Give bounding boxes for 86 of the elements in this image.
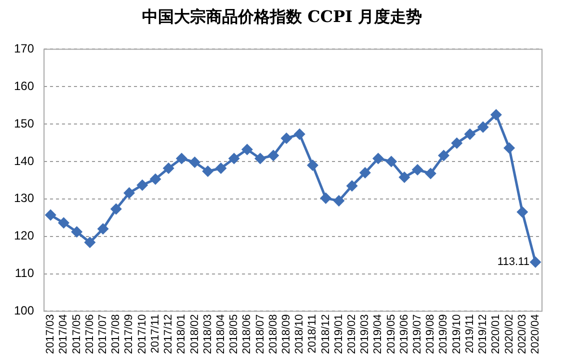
x-tick-label: 2019/06 xyxy=(398,314,410,354)
y-tick-label: 110 xyxy=(14,266,34,280)
point xyxy=(150,174,161,184)
x-tick-label: 2019/11 xyxy=(464,314,476,354)
x-tick-label: 2019/09 xyxy=(438,314,450,354)
x-tick-label: 2017/10 xyxy=(136,314,148,354)
point xyxy=(530,256,541,268)
x-tick-label: 2019/03 xyxy=(359,314,372,354)
point xyxy=(504,142,514,154)
x-tick-label: 2020/04 xyxy=(529,314,542,354)
chart-title: 中国大宗商品价格指数 CCPI 月度走势 xyxy=(140,6,424,28)
x-tick-label: 2017/04 xyxy=(58,314,70,354)
x-tick-label: 2019/04 xyxy=(372,314,384,354)
point xyxy=(372,153,384,164)
point xyxy=(346,180,358,192)
point xyxy=(268,150,279,161)
x-tick-label: 2020/02 xyxy=(503,314,516,354)
x-tick-label: 2017/06 xyxy=(84,314,96,354)
point xyxy=(137,180,148,190)
x-tick-label: 2017/07 xyxy=(97,314,110,354)
point xyxy=(242,144,252,155)
point xyxy=(360,167,370,178)
x-tick-label: 2019/10 xyxy=(450,314,463,354)
point xyxy=(255,153,266,164)
y-tick-label: 130 xyxy=(14,191,34,206)
x-tick-label: 2020/01 xyxy=(490,314,502,354)
x-tick-label: 2019/07 xyxy=(412,314,424,354)
point xyxy=(478,122,488,132)
x-tick-label: 2018/06 xyxy=(241,314,254,354)
x-tick-label: 2018/05 xyxy=(228,314,240,354)
point xyxy=(412,164,423,175)
x-tick-label: 2018/02 xyxy=(188,314,201,354)
y-tick-label: 100 xyxy=(14,304,34,318)
y-tick-label: 160 xyxy=(14,78,34,93)
y-tick-label: 170 xyxy=(14,42,34,56)
point xyxy=(110,204,122,214)
x-tick-label: 2019/02 xyxy=(346,314,358,354)
point xyxy=(438,150,449,161)
x-tick-label: 2018/07 xyxy=(254,314,266,354)
point xyxy=(517,206,528,218)
point xyxy=(72,226,82,238)
x-tick-label: 2018/09 xyxy=(280,314,292,354)
point xyxy=(228,153,240,164)
point xyxy=(281,133,292,144)
x-tick-label: 2020/03 xyxy=(516,314,528,354)
x-tick-label: 2019/08 xyxy=(424,314,437,354)
point xyxy=(189,157,200,168)
y-tick-label: 140 xyxy=(14,154,34,168)
x-tick-label: 2018/04 xyxy=(214,314,227,354)
x-tick-label: 2019/01 xyxy=(332,314,345,354)
x-tick-label: 2019/05 xyxy=(385,314,398,354)
point xyxy=(294,128,305,140)
point xyxy=(176,153,187,164)
y-tick-label: 120 xyxy=(14,228,34,243)
x-tick-label: 2018/10 xyxy=(294,314,306,354)
x-tick-label: 2018/12 xyxy=(320,314,332,354)
point xyxy=(84,237,96,248)
point xyxy=(399,172,410,182)
x-tick-label: 2019/12 xyxy=(477,314,490,354)
point xyxy=(307,160,318,170)
point xyxy=(490,109,502,120)
point xyxy=(320,192,332,204)
x-tick-label: 2018/08 xyxy=(267,314,280,354)
point xyxy=(124,188,134,198)
x-tick-label: 2018/03 xyxy=(202,314,214,354)
x-tick-label: 2017/05 xyxy=(70,314,83,354)
point xyxy=(58,218,69,228)
x-tick-label: 2018/11 xyxy=(306,314,319,354)
point xyxy=(464,128,476,140)
point xyxy=(202,166,214,176)
point xyxy=(425,168,436,179)
point xyxy=(386,156,397,167)
x-tick-label: 2017/09 xyxy=(123,314,136,354)
x-tick-label: 2017/11 xyxy=(149,314,162,354)
x-tick-label: 2017/12 xyxy=(162,314,175,354)
x-tick-label: 2017/03 xyxy=(44,314,57,354)
point xyxy=(334,196,344,206)
y-tick-label: 150 xyxy=(14,116,34,130)
point xyxy=(163,162,174,174)
data-label: 113.11 xyxy=(497,256,530,268)
x-tick-label: 2018/01 xyxy=(176,314,188,354)
point xyxy=(452,138,462,148)
point xyxy=(216,162,226,174)
x-tick-label: 2017/08 xyxy=(110,314,122,354)
point xyxy=(45,210,56,220)
point xyxy=(98,224,108,234)
